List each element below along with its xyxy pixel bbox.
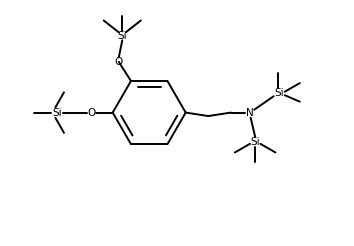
Text: N: N	[246, 108, 254, 118]
Text: Si: Si	[275, 89, 284, 98]
Text: Si: Si	[118, 31, 127, 41]
Text: Si: Si	[250, 137, 260, 147]
Text: O: O	[115, 57, 123, 67]
Text: Si: Si	[52, 108, 62, 118]
Text: O: O	[88, 108, 96, 118]
